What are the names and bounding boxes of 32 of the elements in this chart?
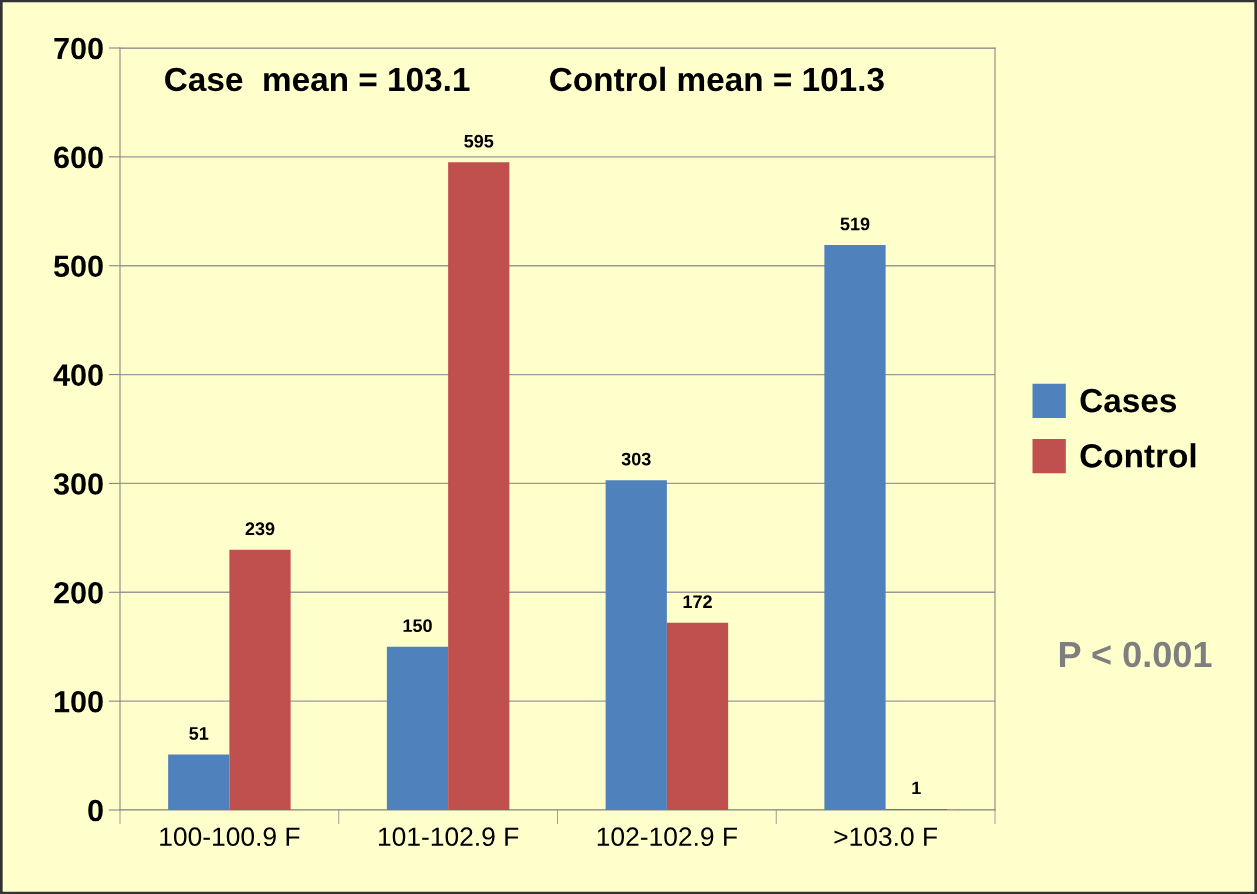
y-tick-label: 0 — [88, 799, 103, 822]
bar — [386, 646, 449, 810]
data-label: 303 — [621, 452, 651, 466]
x-tick-label: 100-100.9 F — [160, 827, 300, 847]
x-tick-label: >103.0 F — [834, 827, 938, 847]
data-label: 239 — [245, 522, 275, 536]
bar — [666, 622, 729, 810]
y-tick-label: 100 — [54, 690, 103, 713]
annotation: Case mean = 103.1 — [165, 67, 470, 92]
data-label: 51 — [189, 727, 209, 740]
bar — [229, 549, 291, 810]
x-tick-label: 102-102.9 F — [597, 827, 737, 847]
data-label: 1 — [912, 781, 921, 795]
y-tick-label: 700 — [54, 37, 103, 60]
y-tick-label: 500 — [53, 255, 103, 278]
legend-label: Cases — [1080, 388, 1177, 413]
legend-label: Control — [1080, 443, 1196, 468]
annotation: Control mean = 101.3 — [550, 66, 884, 92]
text: P < 0.001 — [1059, 641, 1212, 668]
data-label: 150 — [403, 619, 432, 633]
x-tick-label: 101-102.9 F — [378, 827, 519, 847]
bar — [168, 754, 230, 810]
y-tick-label: 300 — [53, 473, 103, 495]
data-label: 519 — [840, 217, 870, 231]
data-label: 595 — [464, 134, 494, 148]
y-tick-label: 600 — [54, 146, 103, 169]
y-tick-label: 400 — [53, 364, 103, 386]
y-tick-label: 200 — [54, 582, 103, 604]
bar — [824, 245, 886, 810]
bar — [448, 162, 510, 810]
data-label: 172 — [683, 595, 712, 608]
bar — [605, 480, 667, 810]
